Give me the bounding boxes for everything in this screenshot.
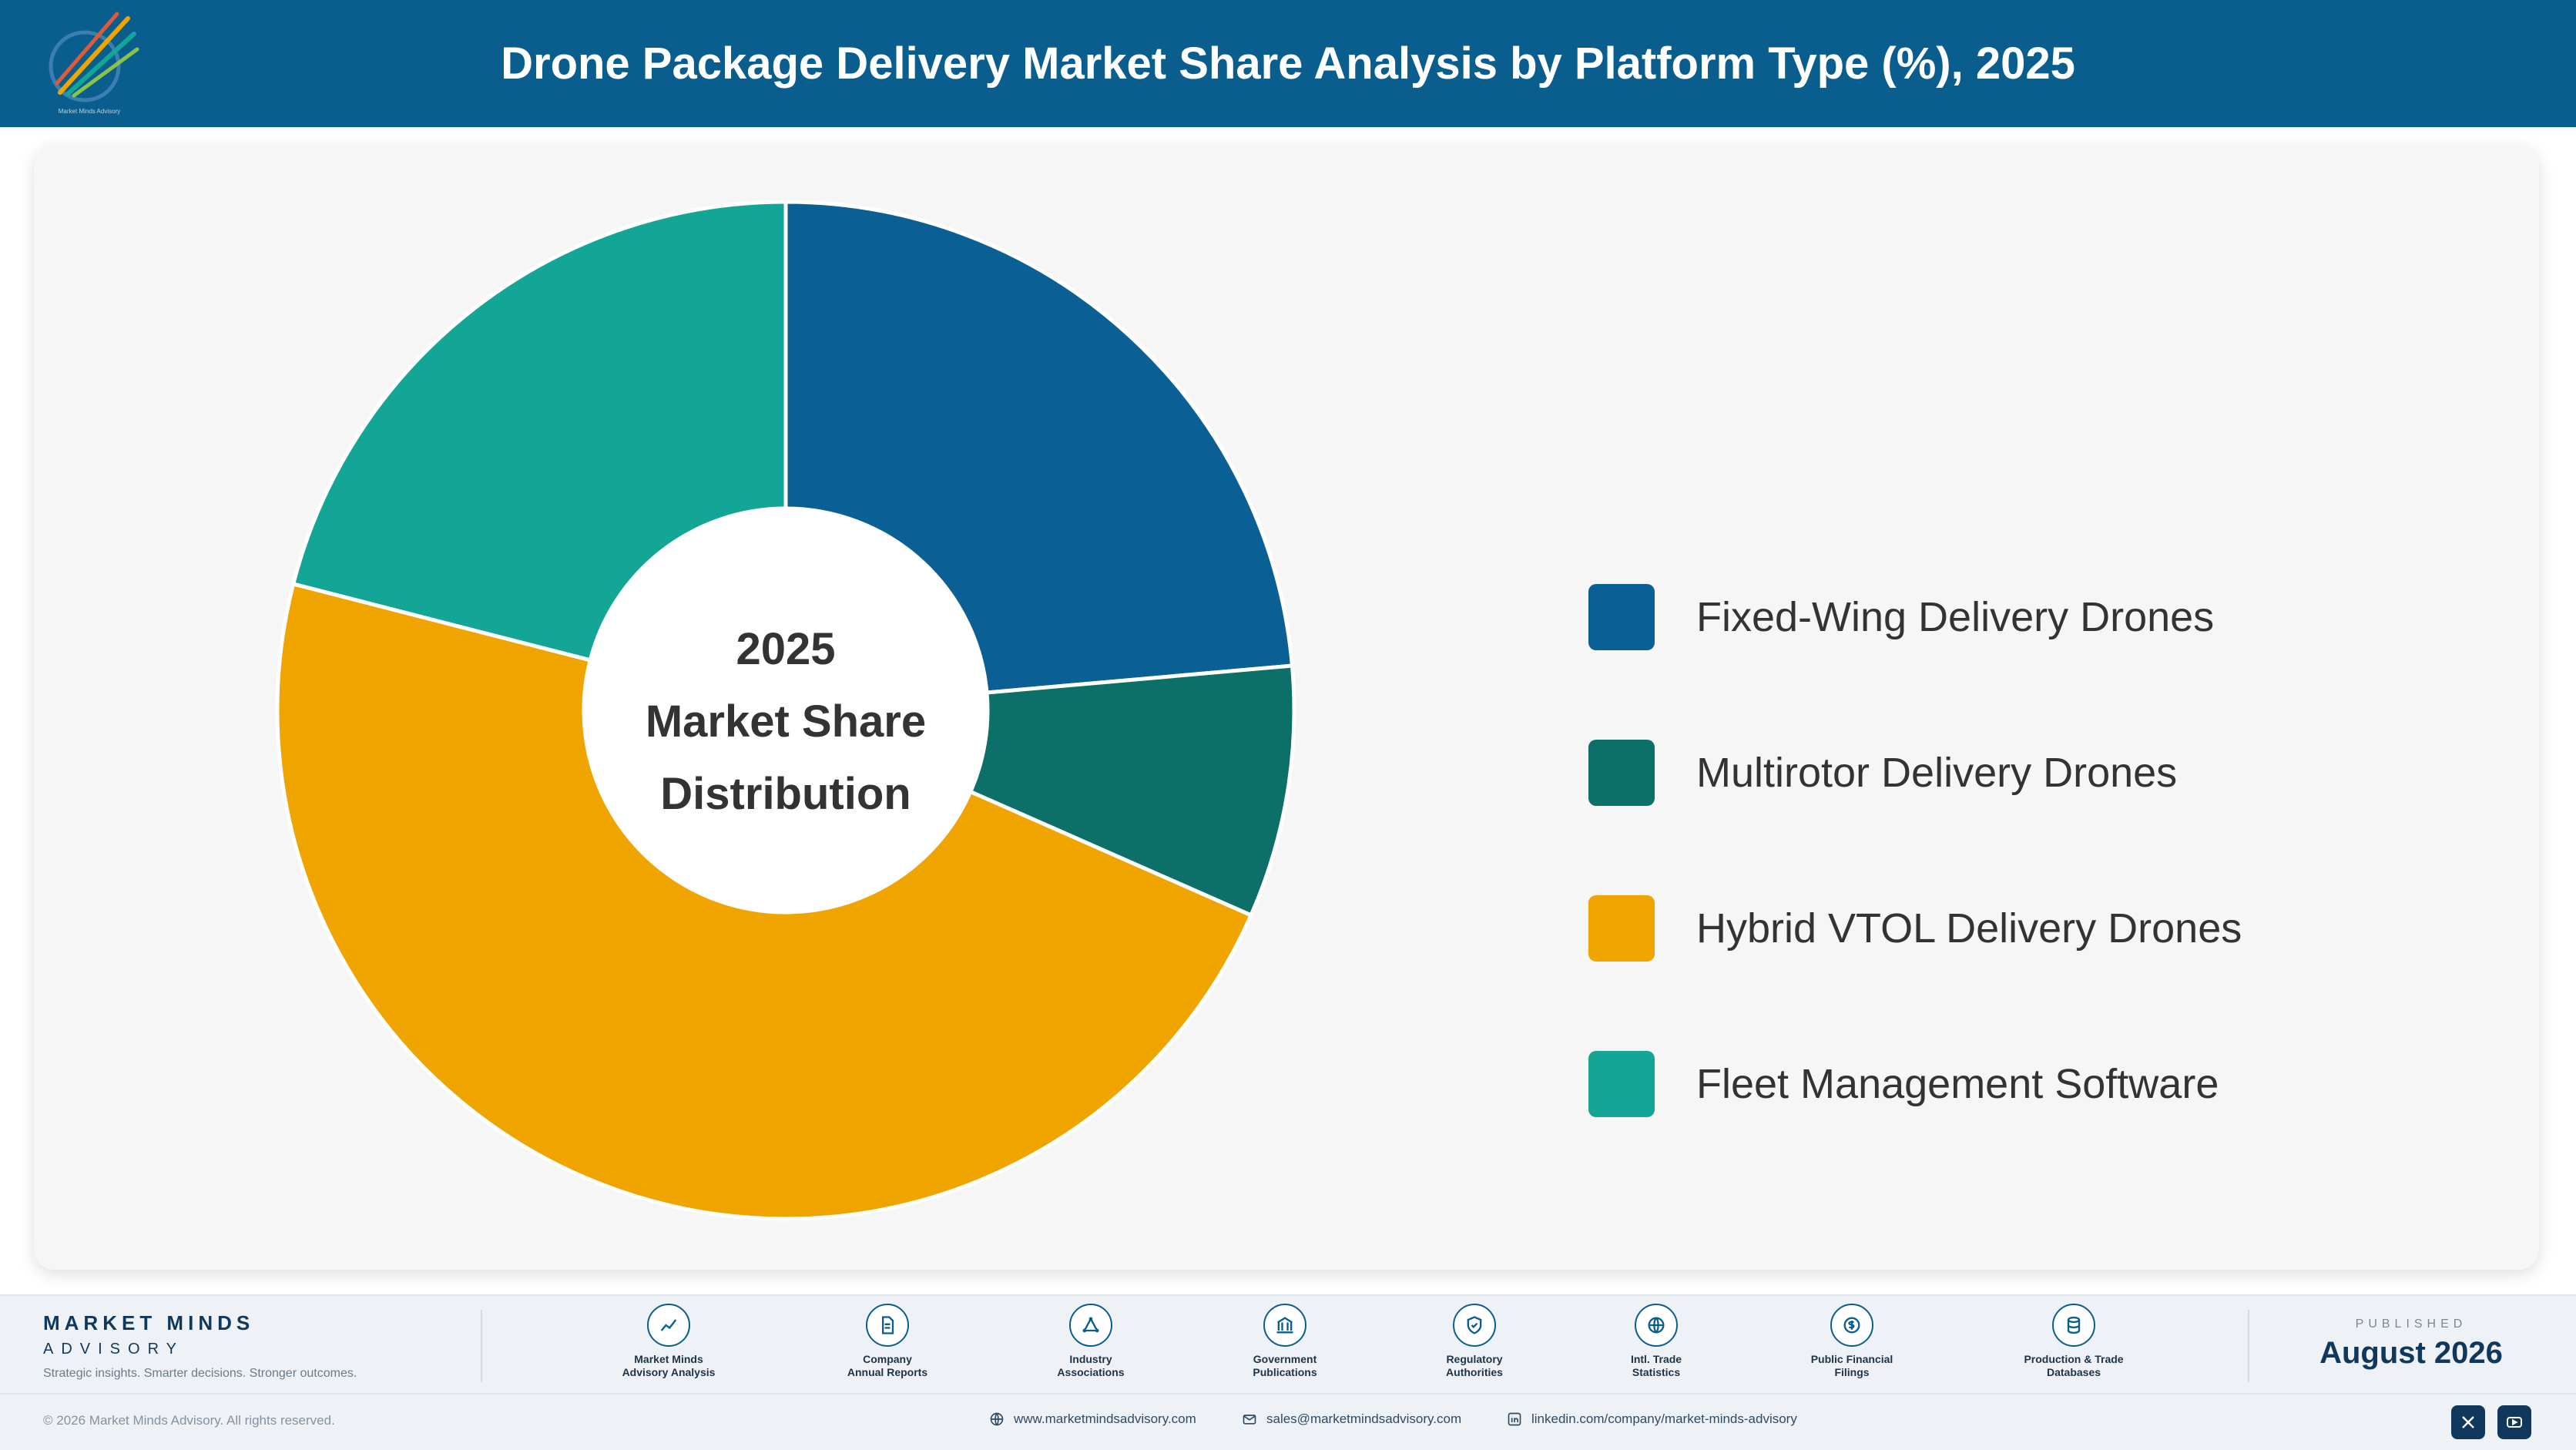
legend-label: Hybrid VTOL Delivery Drones xyxy=(1696,905,2242,952)
x-icon xyxy=(2462,1416,2474,1428)
website-link[interactable]: www.marketmindsadvisory.com xyxy=(989,1411,1196,1427)
source-label: Industry Associations xyxy=(1057,1353,1125,1378)
source-item: Intl. Trade Statistics xyxy=(1579,1304,1733,1379)
legend-label: Fleet Management Software xyxy=(1696,1061,2219,1107)
legend-item: Multirotor Delivery Drones xyxy=(1588,740,2242,895)
linkedin-icon xyxy=(1508,1412,1521,1426)
trend-line-icon xyxy=(647,1304,690,1347)
pie-slice-multirotor-delivery-drones[interactable] xyxy=(968,663,1296,918)
pie-slice-fleet-management-software[interactable] xyxy=(290,200,788,663)
footer: MARKET MINDS ADVISORY Strategic insights… xyxy=(0,1294,2576,1450)
source-item: Company Annual Reports xyxy=(810,1304,964,1379)
document-icon xyxy=(866,1304,909,1347)
globe-icon xyxy=(990,1412,1004,1426)
donut-center xyxy=(585,510,986,911)
source-label: Government Publications xyxy=(1253,1353,1317,1378)
brand-subtitle: ADVISORY xyxy=(43,1341,184,1358)
legend-swatch xyxy=(1588,740,1655,806)
legend-item: Hybrid VTOL Delivery Drones xyxy=(1588,895,2242,1051)
source-label: Intl. Trade Statistics xyxy=(1630,1353,1682,1378)
legend-item: Fixed-Wing Delivery Drones xyxy=(1588,584,2242,740)
published-label: PUBLISHED xyxy=(2355,1317,2467,1331)
header-bar: Market Minds Advisory Drone Package Deli… xyxy=(0,0,2576,127)
legend-item: Fleet Management Software xyxy=(1588,1051,2242,1207)
source-item: Market Minds Advisory Analysis xyxy=(592,1304,746,1379)
source-label: Public Financial Filings xyxy=(1810,1353,1893,1378)
bottom-bar: © 2026 Market Minds Advisory. All rights… xyxy=(0,1393,2576,1450)
source-label: Production & Trade Databases xyxy=(2024,1353,2124,1378)
center-label-line: Market Share xyxy=(646,696,926,747)
email-text: sales@marketmindsadvisory.com xyxy=(1266,1411,1462,1426)
chart-legend: Fixed-Wing Delivery Drones Multirotor Del… xyxy=(1588,584,2242,1207)
database-icon xyxy=(2052,1304,2095,1347)
legend-label: Multirotor Delivery Drones xyxy=(1696,750,2178,796)
linkedin-link[interactable]: linkedin.com/company/market-minds-adviso… xyxy=(1507,1411,1797,1427)
source-item: Regulatory Authorities xyxy=(1397,1304,1551,1379)
footer-divider xyxy=(2248,1310,2249,1382)
x-button[interactable] xyxy=(2451,1405,2485,1439)
pie-slice-hybrid-vtol-delivery-drones[interactable] xyxy=(275,581,1254,1221)
youtube-icon xyxy=(2507,1417,2522,1428)
legend-swatch xyxy=(1588,584,1655,650)
email-link[interactable]: sales@marketmindsadvisory.com xyxy=(1242,1411,1461,1427)
legend-swatch xyxy=(1588,1051,1655,1117)
network-icon xyxy=(1069,1304,1112,1347)
linkedin-text: linkedin.com/company/market-minds-adviso… xyxy=(1531,1411,1797,1426)
legend-swatch xyxy=(1588,895,1655,962)
source-label: Market Minds Advisory Analysis xyxy=(622,1353,716,1378)
brand-tagline: Strategic insights. Smarter decisions. S… xyxy=(43,1367,357,1380)
source-item: Industry Associations xyxy=(1014,1304,1168,1379)
chart-title: Drone Package Delivery Market Share Anal… xyxy=(501,39,2075,89)
source-label: Regulatory Authorities xyxy=(1446,1353,1503,1378)
mail-icon xyxy=(1243,1415,1256,1425)
logo-icon xyxy=(49,12,139,102)
chart-card: 2025 Market Share Distribution Fixed-Wing … xyxy=(34,145,2539,1270)
globe-icon xyxy=(1635,1304,1678,1347)
shield-check-icon xyxy=(1453,1304,1496,1347)
source-item: Public Financial Filings xyxy=(1775,1304,1929,1379)
website-text: www.marketmindsadvisory.com xyxy=(1014,1411,1196,1426)
footer-divider xyxy=(481,1310,482,1382)
published-date: August 2026 xyxy=(2319,1336,2503,1370)
logo-caption: Market Minds Advisory xyxy=(58,108,121,115)
center-label-line: Distribution xyxy=(660,769,911,819)
copyright-text: © 2026 Market Minds Advisory. All rights… xyxy=(43,1413,335,1428)
pie-slice-fixed-wing-delivery-drones[interactable] xyxy=(783,200,1295,695)
donut-chart: 2025 Market Share Distribution xyxy=(275,200,1296,1221)
legend-label: Fixed-Wing Delivery Drones xyxy=(1696,594,2215,640)
dollar-coin-icon xyxy=(1830,1304,1873,1347)
source-item: Production & Trade Databases xyxy=(1997,1304,2151,1379)
government-building-icon xyxy=(1263,1304,1306,1347)
youtube-button[interactable] xyxy=(2497,1405,2531,1439)
center-label-line: 2025 xyxy=(736,624,835,674)
source-item: Government Publications xyxy=(1208,1304,1362,1379)
brand-name: MARKET MINDS xyxy=(43,1311,255,1334)
source-label: Company Annual Reports xyxy=(847,1353,928,1378)
